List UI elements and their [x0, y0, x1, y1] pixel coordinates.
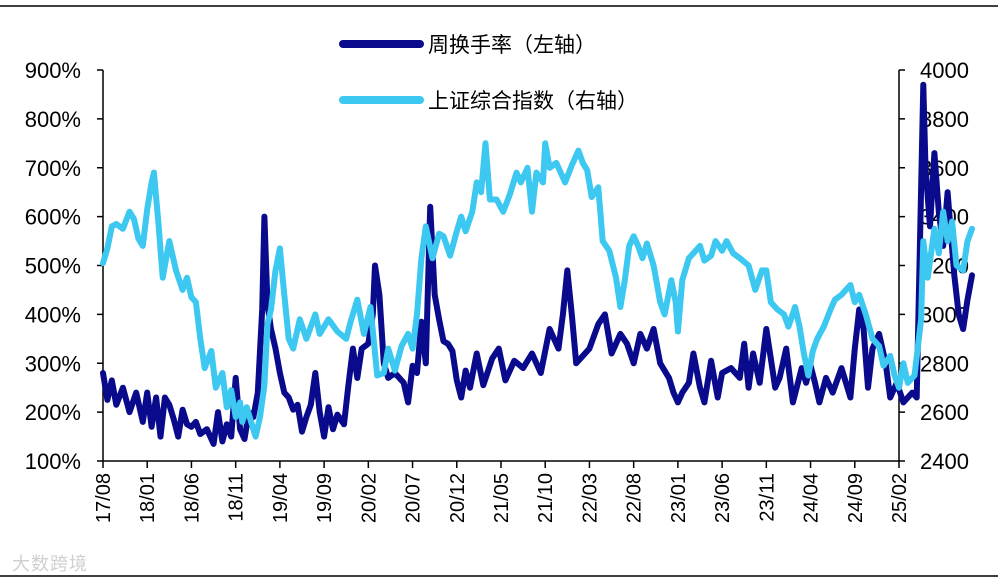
- left-tick-label: 300%: [25, 351, 81, 376]
- series-lines: [100, 81, 975, 447]
- left-axis: 100% 200% 300% 400% 500% 600% 700% 800% 900%: [25, 58, 104, 474]
- x-axis: 17/08 18/01 18/06 18/11 19/04 19/09 20/02 20/07…: [93, 460, 911, 523]
- left-tick-label: 700%: [25, 156, 81, 181]
- legend: 周换手率（左轴） 上证综合指数（右轴）: [339, 33, 638, 113]
- right-tick-label: 2400: [920, 449, 969, 474]
- x-tick-label: 20/12: [447, 473, 469, 523]
- left-tick-label: 200%: [25, 400, 81, 425]
- x-tick-label: 19/09: [314, 473, 336, 523]
- x-tick-label: 18/06: [181, 473, 203, 523]
- left-tick-label: 100%: [25, 449, 81, 474]
- left-tick-label: 600%: [25, 205, 81, 230]
- x-tick-label: 23/11: [756, 473, 778, 522]
- x-tick-label: 20/02: [358, 473, 380, 523]
- left-tick-label: 500%: [25, 254, 81, 279]
- x-tick-label: 24/04: [801, 473, 823, 523]
- x-tick-label: 25/02: [889, 473, 911, 523]
- x-tick-label: 18/01: [137, 473, 159, 523]
- right-tick-label: 3800: [920, 107, 969, 132]
- x-tick-label: 22/03: [579, 473, 601, 523]
- series-line-index: [100, 140, 975, 440]
- x-tick-label: 24/09: [845, 473, 867, 523]
- x-tick-label: 18/11: [226, 473, 248, 522]
- x-tick-label: 21/10: [535, 473, 557, 523]
- legend-label-turnover: 周换手率（左轴）: [428, 33, 596, 57]
- x-tick-label: 22/08: [624, 473, 646, 523]
- right-tick-label: 4000: [920, 58, 969, 83]
- left-tick-label: 800%: [25, 107, 81, 132]
- x-tick-label: 21/05: [491, 473, 513, 523]
- left-tick-label: 900%: [25, 58, 81, 83]
- x-tick-label: 23/01: [668, 473, 690, 523]
- right-tick-label: 2600: [920, 400, 969, 425]
- x-tick-label: 20/07: [403, 473, 425, 523]
- x-tick-label: 23/06: [712, 473, 734, 523]
- x-tick-label: 17/08: [93, 473, 115, 523]
- right-tick-label: 2800: [920, 351, 969, 376]
- legend-label-index: 上证综合指数（右轴）: [428, 89, 638, 113]
- x-tick-label: 19/04: [270, 473, 292, 523]
- left-tick-label: 400%: [25, 302, 81, 327]
- series-line-turnover: [100, 81, 975, 447]
- watermark: 大数跨境: [12, 554, 88, 575]
